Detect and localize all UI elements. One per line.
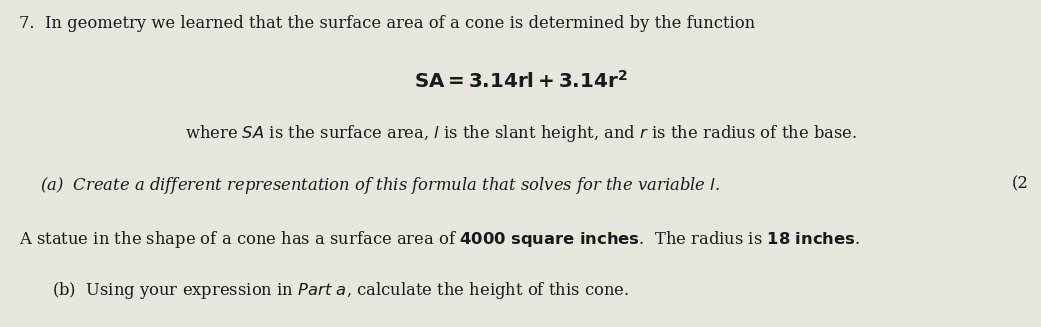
Text: where $\mathit{SA}$ is the surface area, $\mathit{l}$ is the slant height, and $: where $\mathit{SA}$ is the surface area,… [184,123,857,144]
Text: (a)  Create a different representation of this formula that solves for the varia: (a) Create a different representation of… [40,175,719,196]
Text: (2: (2 [1012,175,1029,192]
Text: $\bf{SA = 3.14rl + 3.14r^2}$: $\bf{SA = 3.14rl + 3.14r^2}$ [413,70,628,92]
Text: A statue in the shape of a cone has a surface area of $\bf{4000\ square\ inches}: A statue in the shape of a cone has a su… [19,229,860,250]
Text: (b)  Using your expression in $\bf{\mathit{Part\ a}}$, calculate the height of t: (b) Using your expression in $\bf{\mathi… [52,280,629,301]
Text: 7.  In geometry we learned that the surface area of a cone is determined by the : 7. In geometry we learned that the surfa… [19,15,755,32]
